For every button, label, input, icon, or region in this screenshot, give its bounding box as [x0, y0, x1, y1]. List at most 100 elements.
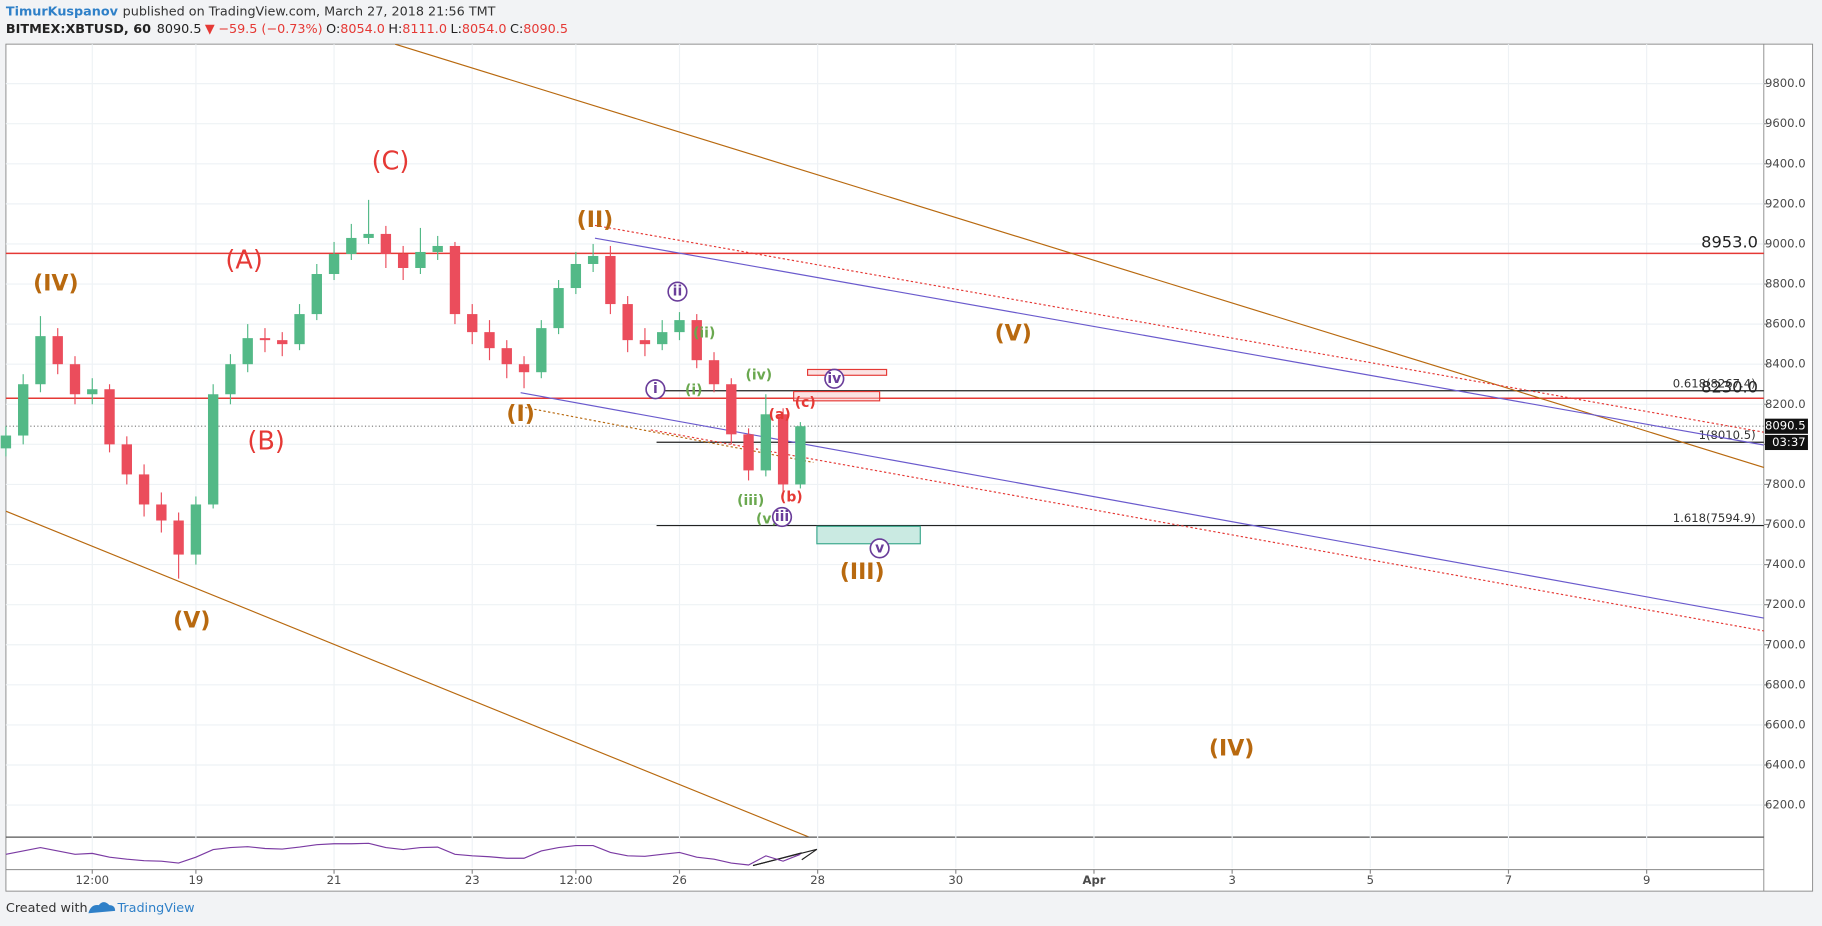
- wave-label: (IV): [33, 272, 78, 297]
- y-tick-label: 9000.0: [1765, 236, 1806, 250]
- last-price-box: [1764, 418, 1808, 434]
- candle-body: [69, 364, 81, 395]
- wave-label: (IV): [1209, 736, 1254, 761]
- candle-body: [294, 314, 305, 345]
- candle-body: [553, 288, 564, 329]
- wave-labels: (IV) (V) (I) (II) (V) (III) (IV) (C) (A)…: [33, 147, 1254, 762]
- wave-label: (a): [769, 407, 791, 423]
- candle-body: [242, 338, 253, 365]
- y-tick-label: 7200.0: [1765, 597, 1806, 611]
- rsi-line: [5, 842, 801, 866]
- candle-body: [363, 233, 374, 238]
- candle-body: [726, 384, 737, 435]
- candle-body: [277, 340, 288, 345]
- wave-label: (ii): [693, 325, 715, 341]
- candle-body: [207, 394, 219, 505]
- x-tick-label: Apr: [1082, 873, 1105, 887]
- y-tick-label: 6200.0: [1765, 798, 1806, 812]
- chart-frame: [5, 43, 1814, 892]
- y-tick-label: 8800.0: [1765, 277, 1806, 291]
- candle-body: [346, 237, 357, 254]
- candle-body: [622, 304, 633, 341]
- y-tick-label: 9600.0: [1765, 116, 1806, 130]
- wave-label: (b): [780, 489, 803, 505]
- trendline: [594, 237, 1764, 446]
- fib-level-label: 1(8010.5): [1699, 428, 1756, 442]
- candle-body: [777, 414, 789, 485]
- wave-circle: [771, 506, 793, 528]
- x-tick-label: 21: [327, 873, 342, 887]
- symbol-line: BITMEX:XBTUSD, 60 8090.5 ▼ −59.5 (−0.73%) O:…: [6, 22, 568, 37]
- candle-body: [795, 426, 806, 485]
- wave-label: (A): [225, 245, 262, 275]
- candle-body: [87, 389, 98, 395]
- change: −59.5 (−0.73%): [218, 22, 322, 37]
- candle-body: [674, 320, 685, 333]
- wave-label: (iv): [745, 367, 772, 383]
- arrow: ▼: [205, 22, 215, 37]
- candle-body: [138, 474, 150, 505]
- ohlc-key: L:: [450, 22, 461, 37]
- candle-body: [225, 364, 236, 395]
- candle-body: [639, 340, 651, 345]
- candle-body: [397, 253, 409, 268]
- wave-label: (V): [173, 609, 210, 634]
- candle-body: [328, 253, 340, 275]
- candles: [0, 199, 806, 579]
- wave-label: iii: [775, 509, 789, 525]
- candle-body: [691, 320, 702, 361]
- y-tick-label: 6400.0: [1765, 757, 1806, 771]
- candle-body: [760, 414, 772, 471]
- y-tick-label: 7400.0: [1765, 557, 1806, 571]
- candle-body: [380, 233, 392, 254]
- trendline: [394, 44, 1764, 469]
- candle-body: [449, 245, 461, 315]
- candle-body: [0, 435, 12, 449]
- wave-label: (V): [995, 322, 1032, 347]
- candle-body: [605, 255, 616, 305]
- last-price-label: 8090.5: [1765, 419, 1806, 433]
- trendline: [5, 510, 810, 837]
- candle-body: [467, 314, 478, 333]
- ohlc-value: 8054.0: [462, 22, 507, 37]
- fib-level-label: 1.618(7594.9): [1673, 511, 1756, 525]
- levels: 8953.0 8230.00.618(8267.4) 1(8010.5) 1.618(…: [5, 232, 1764, 527]
- x-tick-label: 12:00: [559, 873, 592, 887]
- axes: 6200.0 6400.0 6600.0 6800.0 7000.0 7200.0 7400…: [76, 76, 1808, 887]
- y-tick-label: 6800.0: [1765, 677, 1806, 691]
- x-tick-label: 19: [189, 873, 204, 887]
- candle-body: [35, 336, 46, 385]
- wave-circle: [869, 538, 890, 559]
- y-tick-label: 8600.0: [1765, 317, 1806, 331]
- brand-logo: [88, 902, 116, 914]
- x-tick-label: 9: [1643, 873, 1650, 887]
- candle-body: [484, 332, 495, 349]
- y-tick-label: 9200.0: [1765, 196, 1806, 210]
- y-tick-label: 8400.0: [1765, 357, 1806, 371]
- brand[interactable]: TradingView: [116, 901, 194, 916]
- candle-body: [657, 332, 668, 345]
- y-tick-label: 7600.0: [1765, 517, 1806, 531]
- y-tick-label: 8200.0: [1765, 397, 1806, 411]
- candle-body: [121, 444, 132, 475]
- candle-body: [432, 245, 443, 252]
- wave-circle: [645, 379, 666, 400]
- wave-label: (III): [840, 560, 885, 585]
- ohlc-key: C:: [510, 22, 523, 37]
- wave-circle: [667, 281, 688, 302]
- target-box: [816, 525, 921, 545]
- x-tick-label: 26: [672, 873, 687, 887]
- x-tick-label: 12:00: [76, 873, 109, 887]
- published: published on TradingView.com, March 27, …: [123, 4, 496, 19]
- candle-body: [156, 504, 167, 521]
- author[interactable]: TimurKuspanov: [6, 4, 119, 19]
- candle-body: [18, 384, 29, 436]
- target-box: [807, 368, 888, 376]
- y-tick-label: 7800.0: [1765, 477, 1806, 491]
- candle-body: [501, 348, 512, 365]
- candle-body: [259, 338, 271, 341]
- wave-label: v: [875, 540, 884, 556]
- wave-label: i: [653, 381, 658, 397]
